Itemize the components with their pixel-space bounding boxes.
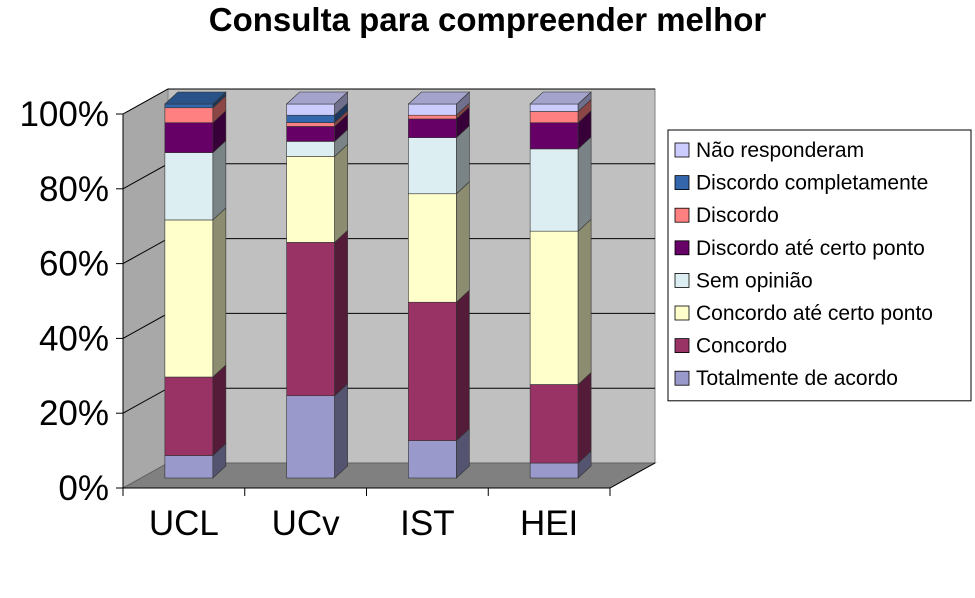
- bar-segment: [286, 126, 335, 142]
- bar-segment-side: [577, 371, 592, 464]
- bar-segment-side: [212, 207, 227, 378]
- legend-swatch: [674, 240, 690, 256]
- x-tick-label: IST: [400, 504, 454, 543]
- bar-segment: [408, 193, 457, 303]
- bar-segment: [286, 395, 335, 479]
- bar-segment: [164, 219, 214, 378]
- bar-segment: [286, 141, 335, 157]
- legend-label: Discordo até certo ponto: [696, 237, 925, 260]
- bar-segment: [408, 440, 457, 479]
- bar-segment: [286, 103, 335, 116]
- x-axis-depth-line: [609, 462, 656, 489]
- legend-label: Totalmente de acordo: [696, 367, 898, 390]
- bar-segment: [529, 148, 579, 232]
- legend-swatch: [674, 370, 690, 386]
- bar-segment: [408, 114, 457, 120]
- bar-segment-side: [212, 364, 227, 457]
- legend-swatch: [674, 175, 690, 191]
- x-tick-label: UCL: [149, 504, 219, 543]
- bar-segment: [164, 376, 214, 456]
- bar-top: [407, 91, 471, 105]
- bar-segment: [286, 122, 335, 127]
- bars: [164, 91, 592, 479]
- bar-segment: [286, 156, 335, 243]
- chart-title: Consulta para compreender melhor: [208, 1, 767, 38]
- bar-segment-side: [577, 136, 592, 232]
- y-tick-label: 0%: [58, 469, 109, 508]
- bar-segment-side: [212, 139, 227, 221]
- bar-segment: [529, 111, 579, 124]
- bar-top: [164, 91, 227, 105]
- legend-label: Discordo: [696, 204, 779, 227]
- legend-label: Sem opinião: [696, 269, 813, 292]
- bar-segment: [286, 242, 335, 397]
- legend-swatch: [674, 338, 690, 354]
- bar-segment: [529, 103, 579, 112]
- legend: Não responderam Discordo completamente Dis…: [667, 129, 972, 402]
- legend-box: [667, 129, 972, 402]
- x-tick-label: HEI: [520, 504, 578, 543]
- bar-segment: [529, 230, 579, 385]
- bar-segment: [529, 384, 579, 464]
- legend-label: Concordo até certo ponto: [696, 302, 933, 325]
- legend-label: Discordo completamente: [696, 172, 928, 195]
- bar-segment-side: [456, 181, 470, 303]
- legend-swatch: [674, 305, 690, 321]
- bar-segment: [529, 462, 579, 479]
- y-tick-label: 80%: [39, 170, 109, 209]
- bar-segment-side: [334, 229, 348, 397]
- x-tick-label: UCv: [272, 504, 341, 543]
- bar-segment: [408, 301, 457, 441]
- legend-swatch: [674, 272, 690, 288]
- bar-segment-side: [334, 383, 348, 479]
- legend-swatch: [674, 142, 690, 158]
- bar-segment: [286, 114, 335, 124]
- bar-segment: [164, 103, 214, 109]
- bar-segment-side: [334, 143, 348, 244]
- bar-segment-side: [456, 289, 470, 442]
- y-tick-label: 60%: [39, 245, 109, 284]
- bar-segment-side: [577, 218, 592, 386]
- bar-segment: [529, 122, 579, 150]
- bar-segment: [408, 137, 457, 195]
- bar-segment: [408, 103, 457, 116]
- legend-label: Concordo: [696, 335, 787, 358]
- legend-label: Não responderam: [696, 139, 864, 162]
- legend-swatch: [674, 207, 690, 223]
- side-wall: [122, 88, 169, 489]
- bar-segment: [164, 152, 214, 221]
- y-tick-label: 40%: [39, 319, 109, 358]
- bar-top: [529, 91, 592, 105]
- bar-segment: [164, 455, 214, 479]
- axes: 0% 20% 40% 60% 80% 100% UCL UCv IST HEI: [19, 95, 656, 543]
- y-tick-label: 20%: [39, 394, 109, 433]
- gridline: [122, 88, 655, 115]
- bar-segment: [408, 118, 457, 138]
- y-tick-label: 100%: [19, 95, 109, 134]
- bar-top: [285, 91, 349, 105]
- bar-segment: [164, 107, 214, 123]
- bar-segment: [164, 122, 214, 153]
